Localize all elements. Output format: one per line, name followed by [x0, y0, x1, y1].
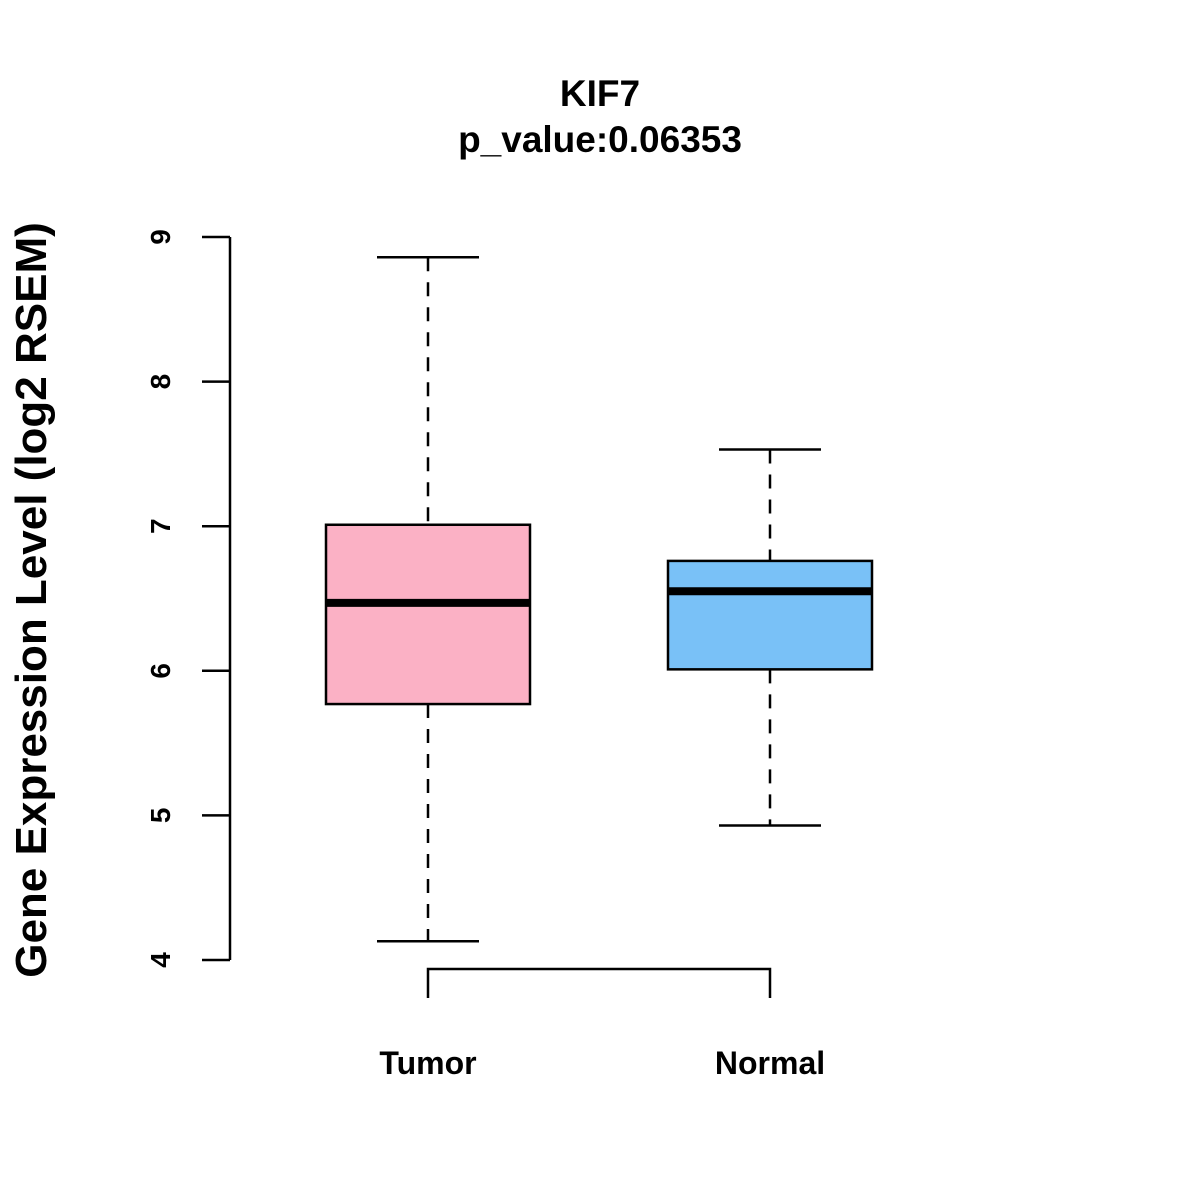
- chart-subtitle: p_value:0.06353: [458, 119, 742, 160]
- x-axis-labels: Tumor Normal: [379, 1045, 825, 1081]
- y-tick-label: 7: [145, 518, 176, 534]
- bracket-line: [426, 967, 772, 998]
- x-tick-label-tumor: Tumor: [379, 1045, 476, 1081]
- y-tick-label: 5: [145, 808, 176, 824]
- comparison-bracket: [426, 967, 772, 998]
- y-tick-label: 6: [145, 663, 176, 679]
- y-tick-label: 8: [145, 374, 176, 390]
- box-normal: [666, 448, 874, 827]
- chart-title: KIF7: [560, 73, 640, 114]
- y-tick-label: 4: [145, 952, 176, 968]
- y-axis: 4 5 6 7 8 9: [145, 229, 232, 968]
- x-tick-label-normal: Normal: [715, 1045, 825, 1081]
- box-tumor: [324, 255, 532, 943]
- y-tick-label: 9: [145, 229, 176, 245]
- iqr-box: [324, 523, 532, 706]
- y-axis-label: Gene Expression Level (log2 RSEM): [7, 222, 56, 978]
- iqr-box: [666, 559, 874, 671]
- boxes-group: [324, 255, 874, 943]
